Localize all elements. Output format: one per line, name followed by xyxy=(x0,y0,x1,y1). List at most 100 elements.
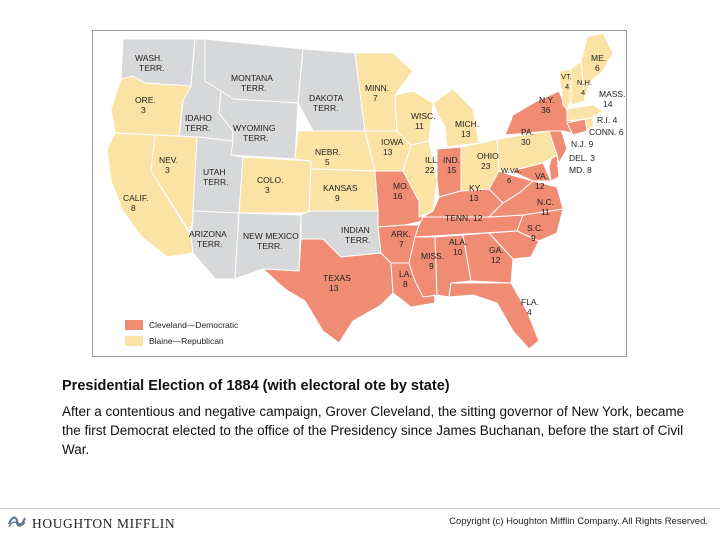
state-oregon xyxy=(110,75,192,137)
state-south-carolina xyxy=(488,230,540,260)
label-wyoming-name: WYOMING xyxy=(233,123,276,133)
label-conn: CONN. 6 xyxy=(589,127,624,137)
label-nev-name: NEV. xyxy=(159,155,178,165)
label-ore-value: 3 xyxy=(141,105,146,115)
label-ala-value: 10 xyxy=(453,247,463,257)
label-iowa-value: 13 xyxy=(383,147,393,157)
label-tenn: TENN. 12 xyxy=(445,213,483,223)
label-ky-value: 13 xyxy=(469,193,479,203)
label-idaho-value: TERR. xyxy=(185,123,211,133)
wave-logo-icon xyxy=(8,514,26,533)
label-arizona-value: TERR. xyxy=(197,239,223,249)
label-calif-name: CALIF. xyxy=(123,193,149,203)
state-michigan xyxy=(432,88,480,148)
state-colorado xyxy=(238,156,312,214)
brand-name: HOUGHTON MIFFLIN xyxy=(32,515,176,531)
us-map-svg: WASH. TERR. ORE. 3 CALIF. 8 NEV. 3 IDAHO… xyxy=(106,32,625,350)
label-ga-value: 12 xyxy=(491,255,501,265)
label-ind-name: IND. xyxy=(443,155,460,165)
state-north-carolina xyxy=(516,208,564,242)
caption-title: Presidential Election of 1884 (with elec… xyxy=(62,378,450,394)
label-md: MD. 8 xyxy=(569,165,592,175)
label-wva-value: 6 xyxy=(507,176,511,185)
label-miss-value: 9 xyxy=(429,261,434,271)
copyright-notice: Copyright (c) Houghton Mifflin Company. … xyxy=(449,516,708,527)
label-sc-name: S.C. xyxy=(527,223,544,233)
legend-swatch-republican xyxy=(125,336,143,346)
label-iowa-name: IOWA xyxy=(381,137,404,147)
label-montana-value: TERR. xyxy=(241,83,267,93)
label-mich-value: 13 xyxy=(461,129,471,139)
label-arizona-name: ARIZONA xyxy=(189,229,227,239)
label-nev-value: 3 xyxy=(165,165,170,175)
label-mo-name: MO. xyxy=(393,181,409,191)
label-dakota-value: TERR. xyxy=(313,103,339,113)
label-mich-name: MICH. xyxy=(455,119,479,129)
label-nc-value: 11 xyxy=(541,207,550,217)
state-delaware xyxy=(548,154,560,182)
label-ri: R.I. 4 xyxy=(597,115,618,125)
state-massachusetts xyxy=(566,104,604,122)
label-ny-value: 36 xyxy=(541,105,551,115)
legend: Cleveland—Democratic Blaine—Republican xyxy=(125,320,239,346)
state-florida xyxy=(448,282,540,350)
label-nh-name: N.H. xyxy=(577,78,592,87)
label-nc-name: N.C. xyxy=(537,197,554,207)
label-pa-name: PA. xyxy=(521,127,534,137)
label-nebr-value: 5 xyxy=(325,157,330,167)
label-fla-name: FLA. xyxy=(521,297,539,307)
label-del: DEL. 3 xyxy=(569,153,595,163)
label-ga-name: GA. xyxy=(489,245,504,255)
label-utah-value: TERR. xyxy=(203,177,229,187)
label-ark-name: ARK. xyxy=(391,229,411,239)
label-miss-name: MISS. xyxy=(421,251,444,261)
label-newmexico-name: NEW MEXICO xyxy=(243,231,299,241)
state-connecticut xyxy=(566,118,588,136)
label-indian-value: TERR. xyxy=(345,235,371,245)
label-wva-name: W.VA. xyxy=(501,166,521,175)
election-map: WASH. TERR. ORE. 3 CALIF. 8 NEV. 3 IDAHO… xyxy=(92,30,627,357)
label-wisc-name: WISC. xyxy=(411,111,436,121)
label-ark-value: 7 xyxy=(399,239,404,249)
label-dakota-name: DAKOTA xyxy=(309,93,344,103)
footer-divider xyxy=(0,508,720,509)
label-va-value: 12 xyxy=(535,181,545,191)
label-vt-name: VT. xyxy=(561,72,572,81)
label-ill-name: ILL. xyxy=(425,155,439,165)
label-kansas-name: KANSAS xyxy=(323,183,358,193)
label-ore-name: ORE. xyxy=(135,95,156,105)
label-wash-value: TERR. xyxy=(139,63,165,73)
legend-swatch-democratic xyxy=(125,320,143,330)
label-colo-name: COLO. xyxy=(257,175,283,185)
label-me-value: 6 xyxy=(595,63,600,73)
label-mass-name: MASS. xyxy=(599,89,625,99)
label-calif-value: 8 xyxy=(131,203,136,213)
label-wash-name: WASH. xyxy=(135,53,163,63)
label-texas-value: 13 xyxy=(329,283,339,293)
label-colo-value: 3 xyxy=(265,185,270,195)
state-labels: WASH. TERR. ORE. 3 CALIF. 8 NEV. 3 IDAHO… xyxy=(123,53,625,317)
label-wyoming-value: TERR. xyxy=(243,133,269,143)
label-idaho-name: IDAHO xyxy=(185,113,212,123)
label-ala-name: ALA. xyxy=(449,237,467,247)
caption-body: After a contentious and negative campaig… xyxy=(62,404,685,457)
label-va-name: VA. xyxy=(535,171,548,181)
label-ind-value: 15 xyxy=(447,165,457,175)
label-kansas-value: 9 xyxy=(335,193,340,203)
label-vt-value: 4 xyxy=(565,82,569,91)
label-wisc-value: 11 xyxy=(415,121,424,131)
label-minn-value: 7 xyxy=(373,93,378,103)
legend-label-republican: Blaine—Republican xyxy=(149,336,224,346)
legend-label-democratic: Cleveland—Democratic xyxy=(149,320,239,330)
state-vermont xyxy=(558,68,572,110)
label-montana-name: MONTANA xyxy=(231,73,273,83)
label-pa-value: 30 xyxy=(521,137,531,147)
label-la-value: 8 xyxy=(403,279,408,289)
state-dakota-territory xyxy=(297,48,366,132)
label-minn-name: MINN. xyxy=(365,83,389,93)
label-fla-value: 4 xyxy=(527,307,532,317)
publisher-brand: HOUGHTON MIFFLIN xyxy=(8,514,175,533)
state-texas xyxy=(262,238,394,344)
label-newmexico-value: TERR. xyxy=(257,241,283,251)
label-sc-value: 9 xyxy=(531,233,536,243)
